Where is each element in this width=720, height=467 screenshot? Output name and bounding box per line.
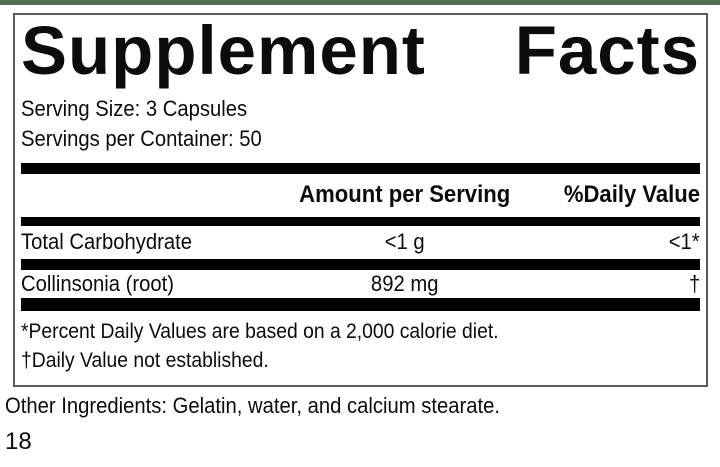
nutrient-daily-value: †	[688, 270, 700, 296]
serving-info: Serving Size: 3 Capsules Servings per Co…	[21, 94, 700, 154]
footnote-daily-value-not-established: †Daily Value not established.	[21, 348, 269, 372]
daily-value-header: %Daily Value	[563, 181, 700, 209]
divider-thick-top	[21, 162, 700, 174]
divider-thick-bottom	[21, 297, 700, 311]
footnote-percent-daily-values: *Percent Daily Values are based on a 2,0…	[21, 319, 499, 343]
nutrient-name: Total Carbohydrate	[21, 229, 193, 255]
divider-between-rows	[21, 258, 700, 270]
nutrient-amount: 892 mg	[371, 270, 439, 296]
servings-per-container-text: Servings per Container: 50	[21, 125, 262, 151]
title-word-facts: Facts	[514, 13, 700, 89]
page-number: 18	[5, 428, 32, 455]
table-row-total-carbohydrate: Total Carbohydrate <1 g <1*	[21, 226, 700, 259]
serving-size-text: Serving Size: 3 Capsules	[21, 95, 248, 121]
divider-below-header	[21, 216, 700, 226]
column-header-row: Amount per Serving %Daily Value	[21, 174, 700, 217]
nutrient-daily-value: <1*	[669, 229, 700, 255]
nutrient-amount: <1 g	[385, 229, 425, 255]
supplement-facts-panel: Supplement Facts Serving Size: 3 Capsule…	[13, 13, 708, 387]
table-row-collinsonia: Collinsonia (root) 892 mg †	[21, 270, 700, 298]
nutrient-name: Collinsonia (root)	[21, 270, 174, 296]
panel-title: Supplement Facts	[21, 13, 700, 89]
amount-per-serving-header: Amount per Serving	[299, 181, 511, 209]
other-ingredients-text: Other Ingredients: Gelatin, water, and c…	[5, 393, 501, 418]
footnotes-section: *Percent Daily Values are based on a 2,0…	[21, 317, 700, 375]
title-word-supplement: Supplement	[21, 13, 426, 89]
top-green-strip	[0, 0, 720, 5]
